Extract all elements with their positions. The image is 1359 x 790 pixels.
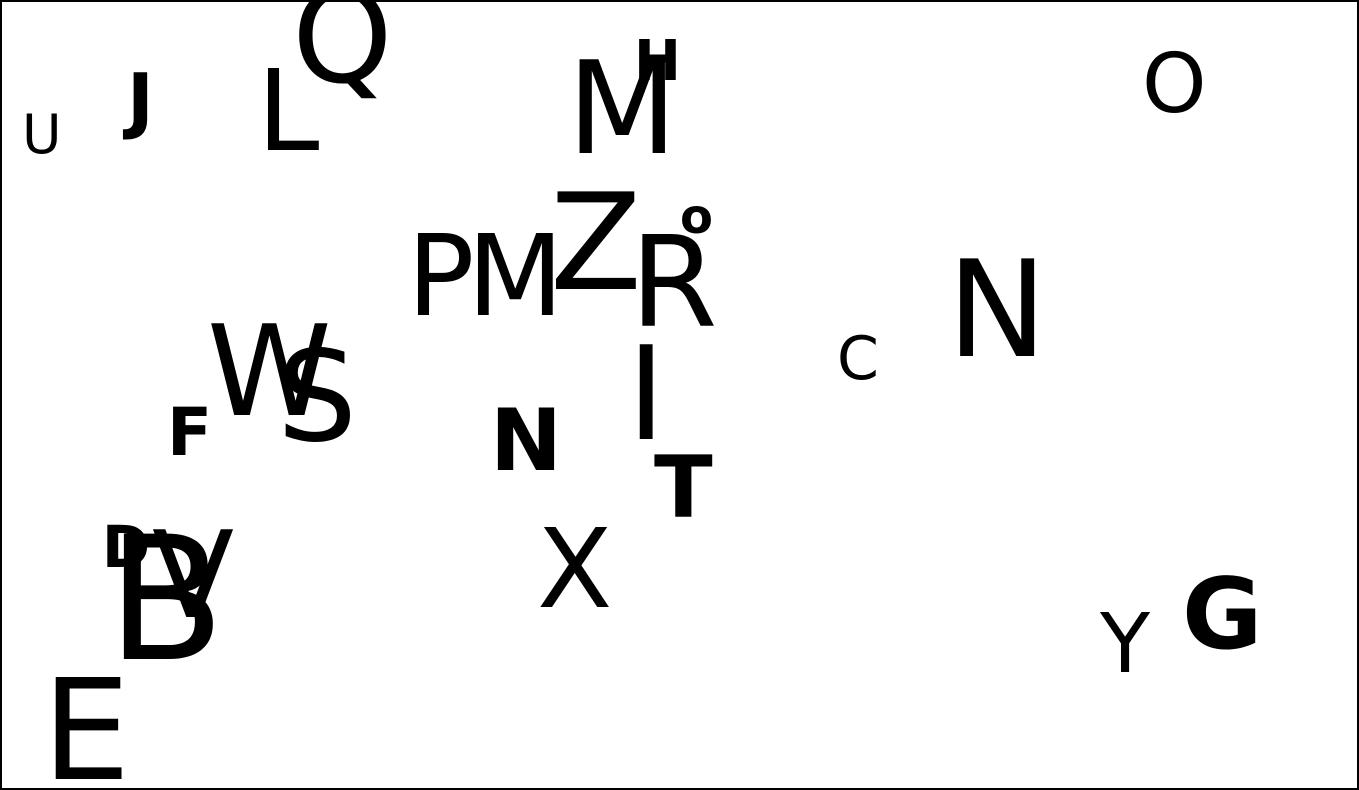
letter-glyph-27: I: [1348, 665, 1359, 777]
letter-glyph-25: G: [1182, 558, 1262, 672]
letter-glyph-22: B: [107, 499, 225, 700]
letter-glyph-17: N: [947, 232, 1047, 388]
letter-glyph-6: O: [1142, 37, 1207, 132]
letter-glyph-4: M: [567, 35, 677, 184]
letter-glyph-21: V: [152, 507, 234, 646]
letter-glyph-18: N: [490, 391, 562, 491]
letter-glyph-9: Z: [550, 165, 642, 321]
letter-glyph-23: X: [537, 505, 612, 633]
letter-glyph-19: T: [654, 438, 713, 538]
letter-glyph-11: R: [630, 209, 718, 356]
letter-glyph-12: W: [207, 298, 332, 445]
letter-glyph-1: J: [122, 58, 154, 142]
letter-glyph-7: P: [407, 212, 475, 342]
letter-glyph-3: Q: [292, 2, 393, 113]
letter-glyph-13: S: [277, 323, 357, 470]
letter-glyph-5: H: [634, 29, 681, 94]
letter-glyph-0: U: [22, 103, 62, 166]
letter-glyph-2: L: [257, 47, 319, 177]
letter-glyph-20: D: [102, 513, 150, 581]
letter-glyph-26: E: [42, 650, 130, 790]
letter-glyph-8: M: [467, 212, 564, 342]
letter-glyph-15: I: [627, 318, 665, 470]
letter-glyph-10: o: [680, 189, 713, 245]
letter-glyph-14: F: [167, 394, 212, 471]
letter-glyph-16: C: [837, 324, 879, 394]
letter-glyph-24: Y: [1099, 597, 1151, 692]
